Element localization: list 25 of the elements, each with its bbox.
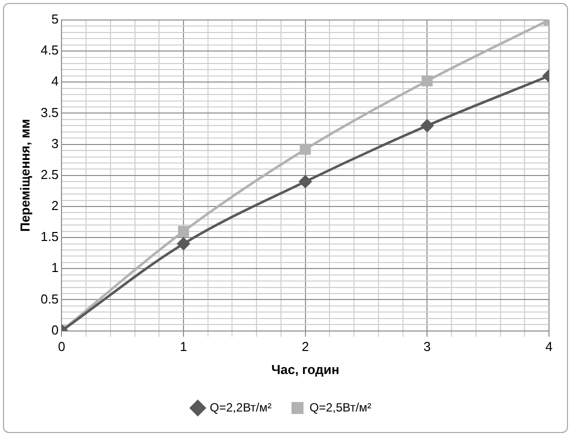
legend-label: Q=2,5Вт/м²: [310, 400, 372, 414]
point: [300, 144, 311, 155]
point: [420, 119, 434, 132]
y-tick-label: 5: [51, 12, 59, 27]
legend-label: Q=2,2Вт/м²: [210, 400, 272, 414]
point: [299, 175, 312, 188]
y-tick-label: 0: [51, 322, 59, 338]
y-tick-label: 0.5: [40, 291, 59, 306]
y-tick-label: 1.5: [40, 229, 59, 244]
y-tick-label: 2: [51, 198, 59, 214]
x-tick-label: 1: [180, 339, 188, 354]
x-axis-title: Час, годин: [271, 362, 340, 377]
y-tick-label: 4: [51, 74, 59, 89]
point: [177, 238, 190, 250]
y-tick-label: 2.5: [40, 166, 59, 182]
point: [178, 226, 189, 237]
x-tick-label: 2: [302, 339, 309, 354]
y-tick-label: 3: [51, 136, 59, 151]
y-tick-label: 4.5: [40, 42, 59, 58]
y-tick-label: 1: [51, 260, 59, 276]
x-tick-label: 4: [545, 339, 553, 354]
y-axis-title: Переміщення, мм: [17, 119, 32, 232]
y-tick-label: 3.5: [40, 104, 59, 120]
x-tick-label: 3: [424, 339, 431, 354]
point: [422, 75, 433, 86]
